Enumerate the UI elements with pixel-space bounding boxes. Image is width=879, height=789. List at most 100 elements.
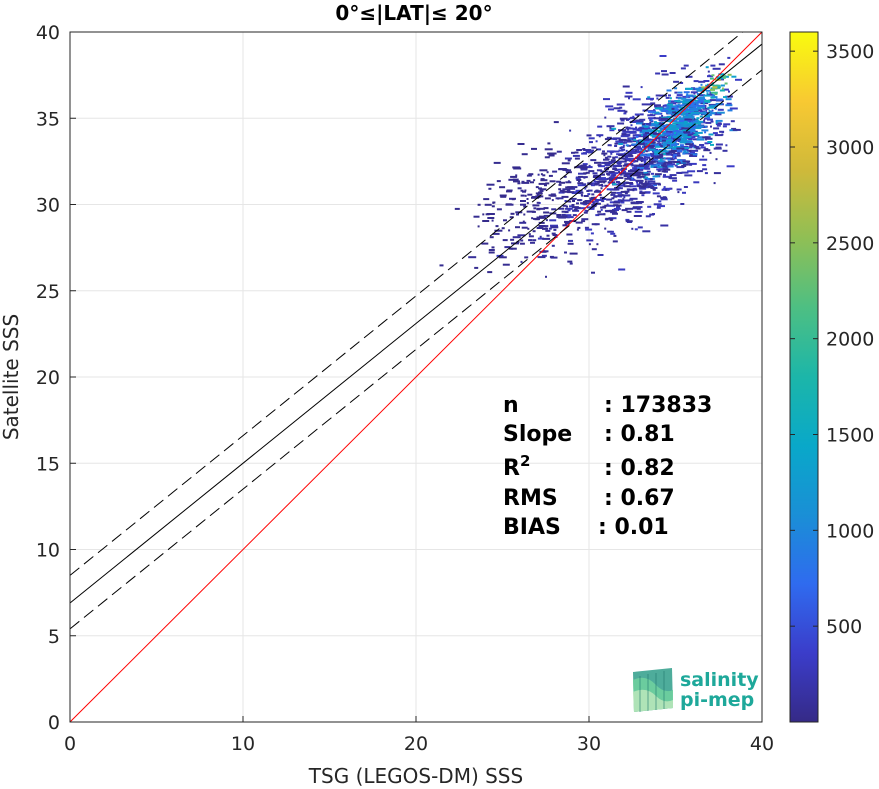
density-point [485,213,490,216]
density-point [605,217,614,220]
density-point [651,172,654,175]
density-point [614,201,618,204]
density-point [609,129,615,132]
density-point [639,126,645,129]
density-point [624,190,630,193]
density-point [655,163,663,166]
y-tick-label: 0 [48,712,60,734]
density-point [491,205,495,208]
density-point [661,152,667,155]
density-point [683,109,691,111]
density-point [499,194,507,197]
density-point [645,143,649,145]
density-point [693,133,699,136]
density-point [697,104,705,107]
density-point [668,100,671,103]
density-point [641,103,650,106]
density-point [710,88,715,91]
density-point [649,113,653,116]
density-point [580,168,588,171]
density-point [663,186,666,189]
y-tick-label: 15 [36,453,60,475]
density-point [639,113,644,116]
density-point [725,104,733,107]
density-point [548,154,555,157]
density-point [656,206,661,209]
density-point [528,235,534,238]
density-point [655,72,661,75]
density-point [647,182,656,185]
density-point [483,198,490,201]
density-point [567,180,570,183]
density-point [661,70,667,73]
density-point [633,131,636,134]
density-point [704,125,707,128]
density-point [607,173,611,176]
density-point [486,213,495,215]
density-point [606,198,613,201]
density-point [543,211,550,214]
density-point [660,198,668,201]
density-point [696,138,705,141]
density-point [709,77,714,80]
density-point [692,138,699,141]
density-point [488,251,495,254]
density-point [677,191,680,194]
density-point [542,237,551,240]
density-point [625,144,629,147]
density-point [715,112,722,115]
density-point [681,127,690,130]
density-point [551,232,556,235]
density-point [583,172,588,175]
density-point [521,226,528,229]
density-point [704,142,709,145]
density-point [544,148,553,151]
density-point [542,227,548,230]
density-point [637,166,643,169]
density-point [707,118,713,121]
density-point [697,106,705,109]
density-point [495,225,499,228]
density-point [686,112,689,115]
density-point [695,103,699,106]
density-point [559,181,565,184]
density-point [561,162,570,165]
density-point [679,117,685,120]
density-point [668,136,671,139]
density-point [614,145,618,147]
density-point [684,174,693,177]
density-point [695,125,704,128]
density-point [524,256,529,259]
density-point [569,200,572,203]
density-point [553,121,559,124]
density-point [499,186,506,189]
density-point [550,224,558,227]
density-point [596,199,604,201]
density-point [669,174,677,177]
density-point [700,146,704,149]
density-point [595,140,598,143]
density-point [620,201,625,204]
density-point [691,101,696,104]
density-point [564,200,567,202]
density-point [532,239,537,242]
density-point [607,177,614,180]
density-point [645,191,651,194]
density-point [690,91,698,94]
density-point [679,144,684,147]
density-point [624,159,627,162]
density-point [682,191,686,194]
identity-line [70,32,762,722]
density-point [577,182,584,185]
density-point [544,197,551,200]
density-point [614,156,618,159]
density-point [626,188,630,191]
density-point [567,242,574,245]
density-point [638,129,646,131]
density-point [668,176,671,179]
density-point [619,106,623,109]
density-point [639,187,647,190]
density-point [614,200,623,203]
density-point [545,229,551,232]
density-point [614,188,619,190]
